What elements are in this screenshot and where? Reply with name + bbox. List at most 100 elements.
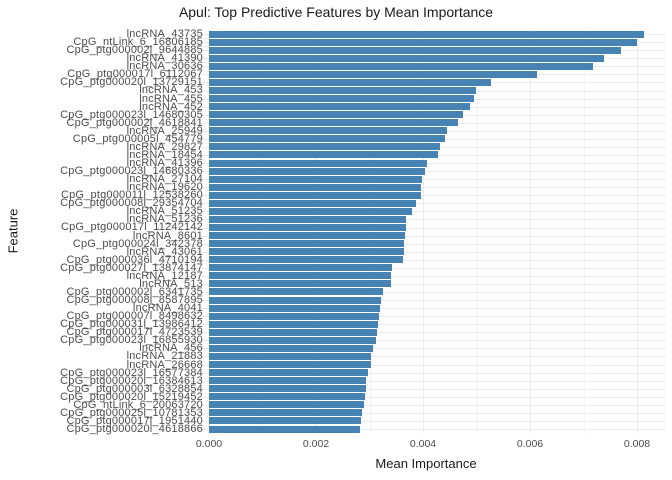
y-axis-label: CpG_ptg000020l_16384613 <box>60 374 203 387</box>
y-axis-label: lncRNA_51236 <box>126 213 203 226</box>
gridline-row <box>186 412 666 414</box>
x-axis-tick-labels: 0.000 0.002 0.004 0.006 0.008 <box>186 438 666 452</box>
x-axis-tick-label: 0.004 <box>409 438 437 450</box>
y-axis-label: CpG_ptg000023l_16855930 <box>60 334 203 347</box>
bar <box>209 215 407 223</box>
gridline-row <box>186 332 666 334</box>
bar <box>209 361 371 368</box>
bar <box>209 409 362 417</box>
bar <box>209 377 367 385</box>
y-axis-label: lncRNA_51235 <box>126 205 203 218</box>
x-axis-title: Mean Importance <box>375 456 477 471</box>
gridline-row <box>186 283 666 285</box>
gridline-row <box>186 380 666 382</box>
bar <box>209 312 380 320</box>
y-axis-label: CpG_ptg000007l_8498632 <box>66 310 203 323</box>
bar <box>209 369 368 377</box>
y-axis-label: lncRNA_41390 <box>126 52 203 65</box>
y-axis-label: lncRNA_513 <box>139 277 203 290</box>
plot-panel <box>186 30 666 433</box>
y-axis-label: lncRNA_26668 <box>126 358 203 371</box>
bar <box>209 135 445 143</box>
gridline-row <box>186 275 666 277</box>
x-axis-tick-label: 0.000 <box>195 438 223 450</box>
gridline-row <box>186 235 666 237</box>
gridline-row <box>186 219 666 221</box>
gridline-row <box>186 291 666 293</box>
gridline-row <box>186 372 666 374</box>
y-axis-label: CpG_ptg000023l_14680305 <box>60 108 203 121</box>
gridline-row <box>186 356 666 358</box>
y-axis-label: lncRNA_43061 <box>126 245 203 258</box>
y-axis-label: CpG_ptg000025l_10781353 <box>60 406 203 419</box>
y-axis-label: CpG_ptg000002l_6341735 <box>66 285 203 298</box>
bar <box>209 304 381 312</box>
y-axis-label: lncRNA_455 <box>139 92 203 105</box>
gridline-minor-vertical <box>369 30 371 433</box>
x-axis-tick-label: 0.002 <box>302 438 330 450</box>
y-axis-label: lncRNA_12187 <box>126 269 203 282</box>
bar <box>209 344 374 352</box>
bar <box>209 296 381 304</box>
bar <box>209 167 426 175</box>
gridline-row <box>186 348 666 350</box>
y-axis-label: CpG_ptg000023l_16577384 <box>60 366 203 379</box>
bar <box>209 87 476 94</box>
bar <box>209 320 378 328</box>
bar <box>209 151 438 159</box>
bar <box>209 159 428 167</box>
gridline-row <box>186 203 666 205</box>
y-axis-label: CpG_ptg000008l_8587895 <box>66 294 203 307</box>
bar <box>209 401 365 409</box>
gridline-row <box>186 195 666 197</box>
y-axis-label: CpG_ptg000024l_342378 <box>72 237 203 250</box>
gridline-major-vertical <box>637 30 638 433</box>
bar <box>209 191 421 199</box>
bar <box>209 62 593 70</box>
gridline-major-vertical <box>423 30 424 433</box>
bar <box>209 143 441 151</box>
y-axis-label: lncRNA_456 <box>139 342 203 355</box>
y-axis-label: lncRNA_43735 <box>126 28 203 41</box>
bar <box>209 385 366 393</box>
y-axis-label: lncRNA_21883 <box>126 350 203 363</box>
bar <box>209 393 366 401</box>
y-axis-labels: lncRNA_43735 CpG_ntLink_6_16806185 CpG_ptg… <box>0 28 205 435</box>
bar <box>209 111 463 119</box>
bar <box>209 30 644 38</box>
gridline-row <box>186 251 666 253</box>
bar <box>209 127 448 135</box>
y-axis-label: lncRNA_452 <box>139 100 203 113</box>
bar <box>209 240 405 248</box>
y-axis-label: CpG_ptg000020l_15219452 <box>60 390 203 403</box>
bar <box>209 207 413 215</box>
gridline-minor-vertical <box>583 30 585 433</box>
y-axis-label: CpG_ptg000020l_13729151 <box>60 76 203 89</box>
gridline-row <box>186 308 666 310</box>
bar <box>209 119 459 127</box>
gridline-row <box>186 187 666 189</box>
bar <box>209 352 372 360</box>
y-axis-label: CpG_ptg000017l_6112067 <box>67 68 203 81</box>
gridline-row <box>186 340 666 342</box>
y-axis-label: lncRNA_19620 <box>126 181 203 194</box>
gridline-minor-vertical <box>476 30 478 433</box>
bar <box>209 288 383 296</box>
bar <box>209 54 604 62</box>
bar <box>209 199 416 207</box>
y-axis-label: CpG_ptg000005l_454779 <box>72 132 203 145</box>
y-axis-label: CpG_ptg000002l_4618841 <box>66 116 203 129</box>
bar <box>209 95 474 102</box>
y-axis-label: CpG_ptg000017l_4723539 <box>66 326 203 339</box>
gridline-minor-vertical <box>262 30 264 433</box>
y-axis-label: CpG_ptg000020l_4618866 <box>66 422 203 435</box>
gridline-row <box>186 259 666 261</box>
y-axis-label: lncRNA_8601 <box>132 229 203 242</box>
y-axis-label: lncRNA_29827 <box>126 140 203 153</box>
bar <box>209 425 360 433</box>
gridline-major-vertical <box>209 30 210 433</box>
bar <box>209 224 406 231</box>
gridline-major-vertical <box>316 30 317 433</box>
y-axis-label: CpG_ptg000017l_1951440 <box>66 414 203 427</box>
